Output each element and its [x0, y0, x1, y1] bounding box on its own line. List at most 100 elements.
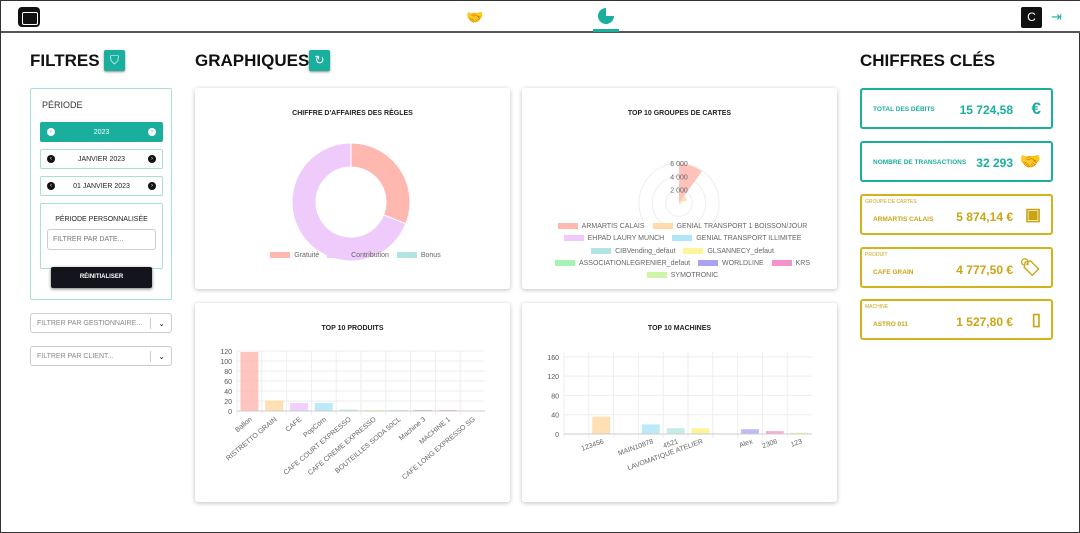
- kpi-label: TOTAL DES DÉBITS: [873, 106, 935, 113]
- polar-slice: [679, 202, 681, 204]
- app-logo-icon[interactable]: [18, 7, 40, 27]
- kpi-value: 32 293: [976, 156, 1013, 170]
- legend-item[interactable]: GENIAL TRANSPORT 1 BOISSON/JOUR: [647, 223, 807, 230]
- chart-title: TOP 10 PRODUITS: [321, 325, 384, 332]
- prev-month-icon[interactable]: ‹: [47, 155, 55, 163]
- bar: [641, 424, 660, 434]
- legend-item[interactable]: EHPAD LAURY MUNCH: [558, 235, 665, 243]
- date-filter-input[interactable]: [47, 229, 156, 250]
- bar: [240, 352, 259, 411]
- kpi-value: 5 874,14 €: [956, 210, 1013, 224]
- donut-slice: [350, 142, 411, 225]
- donut-slice: [291, 142, 407, 262]
- kpi-card: NOMBRE DE TRANSACTIONS 32 293 🤝: [860, 141, 1053, 182]
- client-filter-select[interactable]: FILTRER PAR CLIENT... ⌄: [30, 346, 172, 366]
- polar-tick-label: 6 000: [670, 161, 688, 168]
- logout-icon[interactable]: ⇥: [1051, 9, 1062, 24]
- bar: [741, 429, 759, 434]
- nav-charts-tab[interactable]: [593, 4, 619, 32]
- legend-item[interactable]: WORLDLINE: [692, 260, 764, 267]
- kpi-card: TOTAL DES DÉBITS 15 724,58 €: [860, 88, 1053, 129]
- legend-item[interactable]: Bonus: [391, 252, 441, 259]
- legend-label: GLSANNECY_defaut: [707, 247, 774, 255]
- day-selector[interactable]: ‹ 01 JANVIER 2023 ›: [40, 176, 163, 196]
- legend-swatch: [327, 252, 348, 259]
- legend-swatch: [672, 235, 693, 242]
- legend-label: Bonus: [420, 252, 441, 259]
- legend-item[interactable]: GLSANNECY_defaut: [677, 248, 774, 255]
- period-panel: PÉRIODE ‹ 2023 › ‹ JANVIER 2023 › ‹ 01 JANVIE…: [30, 88, 172, 300]
- bar: [765, 431, 784, 434]
- month-selector[interactable]: ‹ JANVIER 2023 ›: [40, 149, 163, 169]
- polar-tick-label: 2 000: [670, 188, 688, 195]
- avatar[interactable]: C: [1021, 7, 1042, 28]
- polar-slice: [679, 195, 688, 203]
- x-tick-label: 4521: [662, 438, 679, 450]
- legend-item[interactable]: SYMOTRONIC: [641, 272, 718, 279]
- bar: [290, 403, 308, 411]
- legend-item[interactable]: Contribution: [321, 252, 389, 259]
- legend-item[interactable]: KRS: [766, 260, 810, 267]
- y-tick-label: 120: [220, 349, 232, 356]
- prev-year-icon[interactable]: ‹: [47, 128, 55, 136]
- x-tick-label: MAIN10878: [617, 438, 654, 457]
- next-year-icon[interactable]: ›: [148, 128, 156, 136]
- prev-day-icon[interactable]: ‹: [47, 182, 55, 190]
- legend-swatch: [557, 223, 578, 230]
- clear-filter-button[interactable]: ⛉: [104, 50, 125, 71]
- legend-label: ARMARTIS CALAIS: [581, 223, 645, 230]
- kpi-category: GROUPE DE CARTES: [865, 199, 917, 205]
- kpi-value: 1 527,80 €: [956, 315, 1013, 329]
- year-selector[interactable]: ‹ 2023 ›: [40, 122, 163, 142]
- reset-button[interactable]: RÉINITIALISER: [51, 267, 152, 288]
- handshake-icon: 🤝: [1019, 152, 1041, 171]
- x-tick-label: 123: [790, 438, 803, 449]
- chart-legend: ARMARTIS CALAIS GENIAL TRANSPORT 1 BOISS…: [522, 221, 837, 282]
- next-month-icon[interactable]: ›: [148, 155, 156, 163]
- y-tick-label: 0: [228, 409, 232, 416]
- y-tick-label: 80: [551, 393, 559, 400]
- kpi-card: MACHINE ASTRO 011 1 527,80 € ▯: [860, 299, 1053, 340]
- x-tick-label: 2306: [761, 438, 778, 450]
- manager-placeholder: FILTRER PAR GESTIONNAIRE...: [37, 320, 143, 327]
- manager-filter-select[interactable]: FILTRER PAR GESTIONNAIRE... ⌄: [30, 313, 172, 333]
- chart-title: TOP 10 GROUPES DE CARTES: [627, 110, 732, 117]
- legend-item[interactable]: ASSOCIATIONLEGRENIER_defaut: [549, 260, 690, 267]
- card-top-products: TOP 10 PRODUITS 0 20 40 60 80 100 120 Ballon RIS…: [195, 303, 510, 502]
- y-tick-label: 60: [224, 379, 232, 386]
- legend-swatch: [554, 260, 575, 267]
- legend-label: WORLDLINE: [722, 259, 764, 267]
- polar-slice: [679, 203, 681, 205]
- kpi-label: ARMARTIS CALAIS: [873, 216, 934, 223]
- mobile-icon: ▯: [1031, 310, 1041, 329]
- client-placeholder: FILTRER PAR CLIENT...: [37, 353, 114, 360]
- month-value: JANVIER 2023: [77, 156, 126, 163]
- kpi-category: MACHINE: [865, 304, 889, 310]
- legend-label: EHPAD LAURY MUNCH: [587, 235, 665, 243]
- x-tick-label: CAFE: [284, 416, 303, 434]
- kpi-label: ASTRO 011: [873, 321, 909, 328]
- euro-icon: €: [1031, 99, 1041, 118]
- custom-period-label: PÉRIODE PERSONNALISÉE: [55, 216, 148, 223]
- x-tick-label: Alex: [738, 438, 754, 449]
- nav-transactions-handshake-icon[interactable]: 🤝: [466, 9, 484, 25]
- legend-swatch: [698, 260, 719, 267]
- refresh-button[interactable]: ↻: [309, 50, 330, 71]
- legend-item[interactable]: GENIAL TRANSPORT ILLIMITEE: [666, 235, 801, 242]
- bar: [666, 428, 685, 434]
- legend-label: GENIAL TRANSPORT ILLIMITEE: [696, 235, 802, 243]
- custom-period: PÉRIODE PERSONNALISÉE: [40, 203, 163, 269]
- chart-title: TOP 10 MACHINES: [647, 325, 712, 332]
- bar: [691, 428, 710, 434]
- bar: [314, 403, 333, 411]
- y-tick-label: 40: [224, 389, 232, 396]
- period-label: PÉRIODE: [42, 100, 83, 110]
- legend-item[interactable]: ARMARTIS CALAIS: [552, 223, 645, 230]
- legend-item[interactable]: CIBVending_defaut: [585, 248, 675, 255]
- y-tick-label: 100: [220, 359, 232, 366]
- y-tick-label: 120: [547, 374, 559, 381]
- y-tick-label: 20: [224, 399, 232, 406]
- legend-item[interactable]: Gratuité: [264, 252, 319, 259]
- next-day-icon[interactable]: ›: [148, 182, 156, 190]
